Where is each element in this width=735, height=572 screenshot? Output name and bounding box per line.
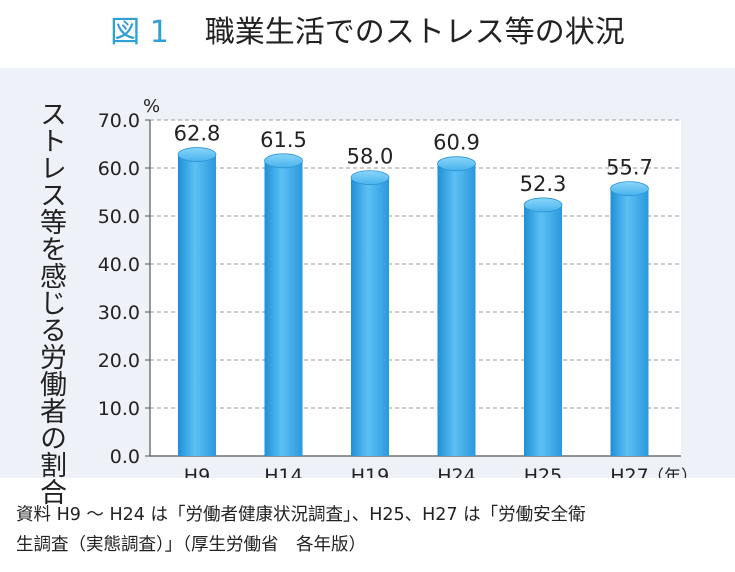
bar-cap bbox=[177, 147, 217, 162]
y-axis-title: ストレス等を感じる労働者の割合 bbox=[35, 100, 66, 505]
title-text: 職業生活でのストレス等の状況 bbox=[204, 15, 625, 50]
chart-title: 図 1 職業生活でのストレス等の状況 bbox=[0, 8, 735, 58]
bar-cap bbox=[264, 153, 303, 169]
data-label: 58.0 bbox=[347, 145, 394, 169]
data-label: 61.5 bbox=[260, 128, 307, 152]
y-tick-label: 60.0 bbox=[98, 158, 140, 180]
figure-label: 図 bbox=[110, 15, 141, 50]
bar-cap bbox=[437, 156, 476, 172]
data-label: 60.9 bbox=[433, 131, 480, 155]
y-unit-label: % bbox=[143, 96, 160, 117]
figure-number: 1 bbox=[149, 15, 169, 50]
source-line-1: 資料 H9 ～ H24 は「労働者健康状況調査」、H25、H27 は「労働安全衛 bbox=[16, 505, 586, 525]
bar bbox=[524, 204, 562, 456]
x-tick-label: H14 bbox=[264, 465, 302, 478]
y-tick-label: 10.0 bbox=[98, 398, 140, 420]
data-label: 62.8 bbox=[174, 122, 221, 146]
bar-cap bbox=[523, 197, 563, 213]
bar bbox=[437, 163, 476, 456]
y-tick-label: 30.0 bbox=[98, 302, 140, 324]
data-label: 55.7 bbox=[606, 156, 653, 180]
x-tick-label: H19 bbox=[351, 465, 389, 478]
source-line-2: 生調査（実態調査）」（厚生労働省 各年版） bbox=[16, 535, 366, 555]
bar-chart: 0.0 10.0 20.0 30.0 40.0 50.0 60.0 70.0% 62.8 H9 6… bbox=[98, 96, 698, 478]
y-tick-label: 70.0 bbox=[98, 110, 140, 132]
x-tick-label: H24 bbox=[437, 465, 475, 478]
y-tick-label: 20.0 bbox=[98, 350, 140, 372]
y-tick-label: 50.0 bbox=[98, 206, 140, 228]
plot-area bbox=[150, 120, 681, 456]
x-tick-label: H9 bbox=[184, 465, 210, 478]
bar bbox=[351, 177, 389, 456]
x-tick-label: H27 bbox=[610, 465, 648, 478]
data-label: 52.3 bbox=[520, 172, 567, 196]
x-tick-label: H25 bbox=[524, 465, 562, 478]
bar bbox=[178, 154, 216, 456]
y-tick-label: 40.0 bbox=[98, 254, 140, 276]
bar bbox=[264, 160, 303, 457]
chart-panel: 0.0 10.0 20.0 30.0 40.0 50.0 60.0 70.0% 62.8 H9 6… bbox=[0, 68, 735, 478]
bar-cap bbox=[610, 181, 649, 197]
x-unit-label: （年） bbox=[647, 467, 698, 478]
y-tick-label: 0.0 bbox=[110, 446, 140, 468]
bar-cap bbox=[350, 170, 390, 185]
bar bbox=[610, 188, 649, 456]
source-note: 資料 H9 ～ H24 は「労働者健康状況調査」、H25、H27 は「労働安全衛… bbox=[16, 500, 726, 560]
